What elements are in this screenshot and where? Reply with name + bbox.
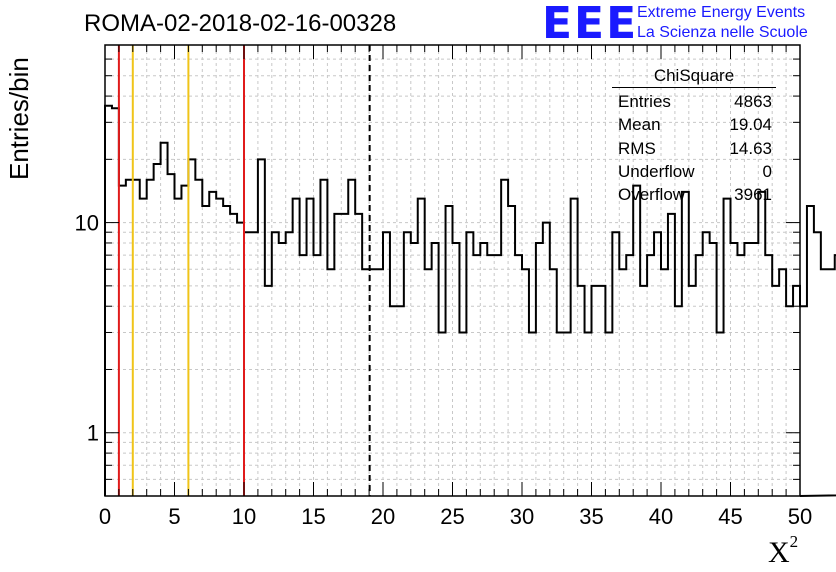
stats-row: Overflow 3961 xyxy=(610,183,778,206)
x-tick-label: 30 xyxy=(510,504,534,529)
stats-label: Entries xyxy=(618,92,671,111)
x-tick-label: 25 xyxy=(440,504,464,529)
x-tick-label: 5 xyxy=(168,504,180,529)
stats-row: Entries 4863 xyxy=(610,90,778,113)
stats-label: Underflow xyxy=(618,161,695,181)
stats-value: 4863 xyxy=(734,92,772,111)
stats-label: RMS xyxy=(618,138,656,158)
logo-text-line1: Extreme Energy Events xyxy=(637,4,806,21)
logo-text-line2: La Scienza nelle Scuole xyxy=(637,24,808,41)
chart-title: ROMA-02-2018-02-16-00328 xyxy=(84,10,397,37)
x-axis-label-main: X xyxy=(768,536,790,569)
stats-value: 19.04 xyxy=(729,115,772,135)
x-tick-label: 10 xyxy=(232,504,256,529)
stats-title: ChiSquare xyxy=(612,66,776,88)
stats-label: Overflow xyxy=(618,185,686,205)
stats-value: 0 xyxy=(762,161,772,181)
y-tick-label: 1 xyxy=(87,421,99,446)
y-tick-label: 10 xyxy=(75,211,99,236)
stats-row: RMS 14.63 xyxy=(610,137,778,160)
stats-box: ChiSquare Entries 4863 Mean 19.04 RMS 14.63 Un… xyxy=(610,66,778,206)
x-tick-label: 50 xyxy=(788,504,812,529)
x-tick-label: 15 xyxy=(301,504,325,529)
x-tick-label: 0 xyxy=(99,504,111,529)
eee-logo: EEE xyxy=(542,0,639,49)
x-tick-label: 35 xyxy=(579,504,603,529)
x-axis-label-sup: 2 xyxy=(789,532,799,551)
stats-rows: Entries 4863 Mean 19.04 RMS 14.63 Underflow 0 Ov… xyxy=(610,90,778,206)
x-tick-label: 45 xyxy=(718,504,742,529)
stats-label: Mean xyxy=(618,115,661,135)
x-tick-label: 20 xyxy=(371,504,395,529)
stats-row: Underflow 0 xyxy=(610,160,778,183)
stats-row: Mean 19.04 xyxy=(610,113,778,136)
x-axis-label: X2 xyxy=(768,532,798,570)
stats-value: 3961 xyxy=(734,185,772,205)
stats-value: 14.63 xyxy=(729,138,772,158)
x-tick-label: 40 xyxy=(649,504,673,529)
